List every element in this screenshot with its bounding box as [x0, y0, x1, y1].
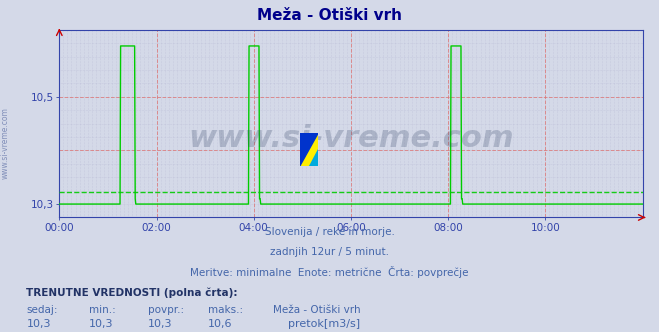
- Text: www.si-vreme.com: www.si-vreme.com: [188, 124, 514, 153]
- Text: zadnjih 12ur / 5 minut.: zadnjih 12ur / 5 minut.: [270, 247, 389, 257]
- Polygon shape: [300, 133, 318, 166]
- Text: Meža - Otiški vrh: Meža - Otiški vrh: [273, 305, 361, 315]
- Text: sedaj:: sedaj:: [26, 305, 58, 315]
- Text: maks.:: maks.:: [208, 305, 243, 315]
- Text: 10,6: 10,6: [208, 319, 232, 329]
- Text: Meža - Otiški vrh: Meža - Otiški vrh: [257, 8, 402, 23]
- Text: Meritve: minimalne  Enote: metrične  Črta: povprečje: Meritve: minimalne Enote: metrične Črta:…: [190, 266, 469, 278]
- Text: pretok[m3/s]: pretok[m3/s]: [288, 319, 360, 329]
- Text: TRENUTNE VREDNOSTI (polna črta):: TRENUTNE VREDNOSTI (polna črta):: [26, 287, 238, 298]
- Polygon shape: [309, 149, 318, 166]
- Polygon shape: [300, 133, 318, 166]
- Text: Slovenija / reke in morje.: Slovenija / reke in morje.: [264, 227, 395, 237]
- Text: www.si-vreme.com: www.si-vreme.com: [1, 107, 10, 179]
- Text: min.:: min.:: [89, 305, 116, 315]
- Text: 10,3: 10,3: [89, 319, 113, 329]
- Text: 10,3: 10,3: [148, 319, 173, 329]
- Text: 10,3: 10,3: [26, 319, 51, 329]
- Text: povpr.:: povpr.:: [148, 305, 185, 315]
